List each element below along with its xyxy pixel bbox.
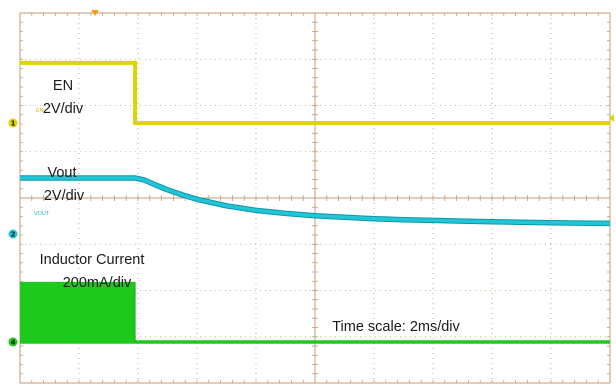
graticule (19, 12, 611, 384)
trigger-position-marker (91, 10, 99, 16)
channel-4-marker: 4 (8, 337, 18, 347)
time-scale-label: Time scale: 2ms/div (332, 319, 460, 335)
en-scale-label: 2V/div (43, 101, 84, 117)
en-label: EN (53, 78, 73, 94)
en-trace (20, 60, 610, 125)
channel-1-marker: 1 (8, 118, 18, 128)
vout-trace (20, 176, 611, 226)
vout-label: Vout (47, 165, 76, 181)
traces (20, 60, 611, 344)
vout-scale-label: 2V/div (44, 188, 85, 204)
inductor-current-label: Inductor Current (40, 252, 145, 268)
svg-text:4: 4 (11, 339, 16, 347)
inductor-current-ripple-block (20, 281, 136, 342)
inductor-current-scale-label: 200mA/div (63, 275, 132, 291)
vout-trace-tag: VOUT (34, 211, 50, 217)
svg-text:1: 1 (11, 120, 16, 128)
channel-2-marker: 2 (8, 229, 18, 239)
svg-text:2: 2 (11, 231, 16, 239)
trigger-level-marker (609, 114, 614, 122)
en-trace-tag: EN (36, 108, 44, 114)
